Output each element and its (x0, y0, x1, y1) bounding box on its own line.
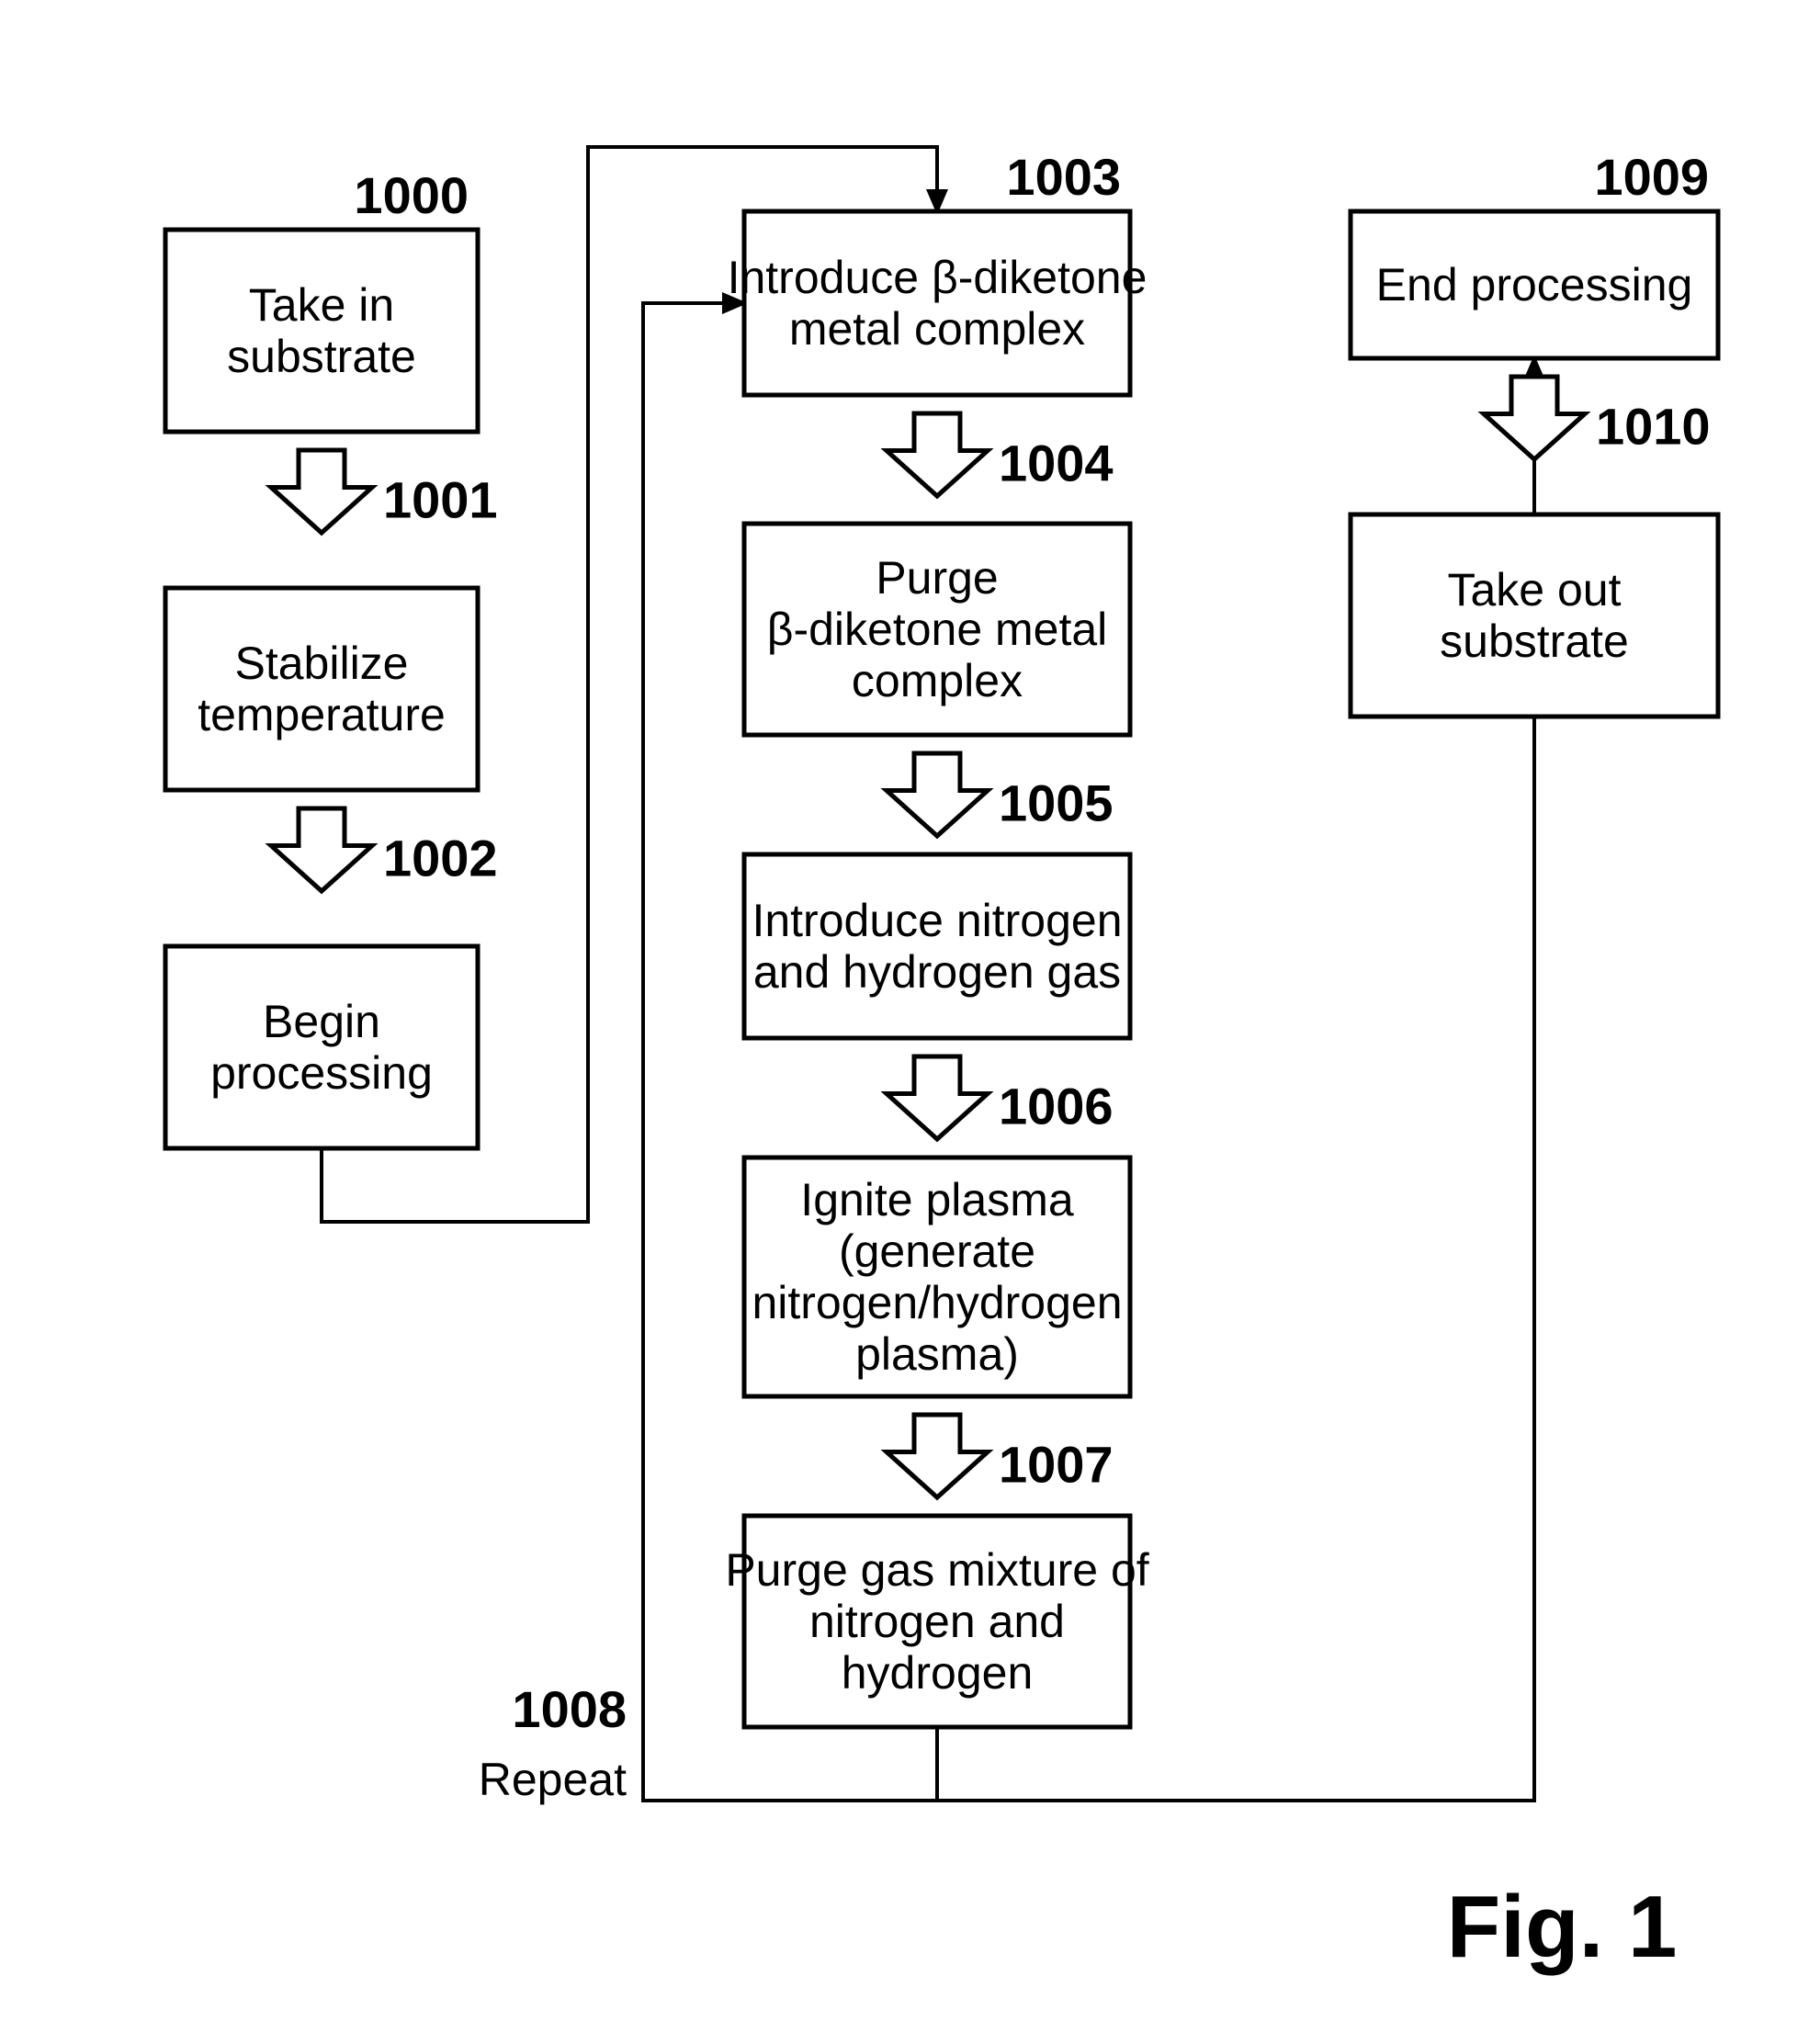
flow-step-label: nitrogen and (809, 1596, 1065, 1647)
step-number: 1001 (383, 470, 498, 528)
step-number: 1009 (1594, 148, 1709, 206)
flow-step-label: processing (210, 1047, 433, 1099)
figure-label: Fig. 1 (1447, 1878, 1678, 1976)
flow-step-label: nitrogen/hydrogen (752, 1277, 1122, 1328)
flow-step-label: plasma) (855, 1328, 1019, 1380)
down-arrow-icon (271, 450, 372, 533)
flow-step-label: Ignite plasma (800, 1174, 1074, 1225)
step-number: 1007 (999, 1435, 1114, 1493)
flow-step-label: Purge (876, 552, 998, 604)
flow-step-label: Begin (263, 996, 380, 1047)
step-number: 1003 (1006, 148, 1121, 206)
repeat-label: Repeat (479, 1754, 627, 1805)
flow-step-label: Take out (1447, 564, 1621, 615)
step-number: 1006 (999, 1077, 1114, 1135)
flow-step-label: Stabilize (235, 638, 409, 689)
step-number: 1010 (1596, 397, 1711, 455)
down-arrow-icon (1484, 377, 1585, 459)
flow-step-label: Introduce nitrogen (752, 895, 1122, 946)
down-arrow-icon (887, 1415, 988, 1497)
flow-step-label: β-diketone metal (767, 604, 1108, 655)
flow-step-label: substrate (1440, 615, 1629, 667)
step-number: 1000 (354, 166, 469, 224)
flow-step-label: (generate (839, 1225, 1035, 1277)
step-number: 1004 (999, 434, 1114, 491)
flow-step-label: temperature (198, 689, 446, 740)
step-number: 1002 (383, 829, 498, 886)
flow-step-label: Purge gas mixture of (725, 1544, 1148, 1596)
flow-step-label: and hydrogen gas (753, 946, 1121, 998)
flow-step-label: metal complex (789, 303, 1085, 355)
flow-step-label: complex (852, 655, 1023, 706)
flow-step-label: hydrogen (842, 1647, 1034, 1699)
flow-step-label: Take in (249, 279, 394, 331)
flow-step-label: substrate (227, 331, 416, 382)
down-arrow-icon (887, 1056, 988, 1139)
flow-step-label: End processing (1376, 259, 1693, 311)
step-number: 1008 (512, 1680, 627, 1738)
step-number: 1005 (999, 774, 1114, 831)
down-arrow-icon (271, 808, 372, 891)
down-arrow-icon (887, 413, 988, 496)
down-arrow-icon (887, 753, 988, 836)
flow-step-label: Introduce β-diketone (728, 252, 1148, 303)
